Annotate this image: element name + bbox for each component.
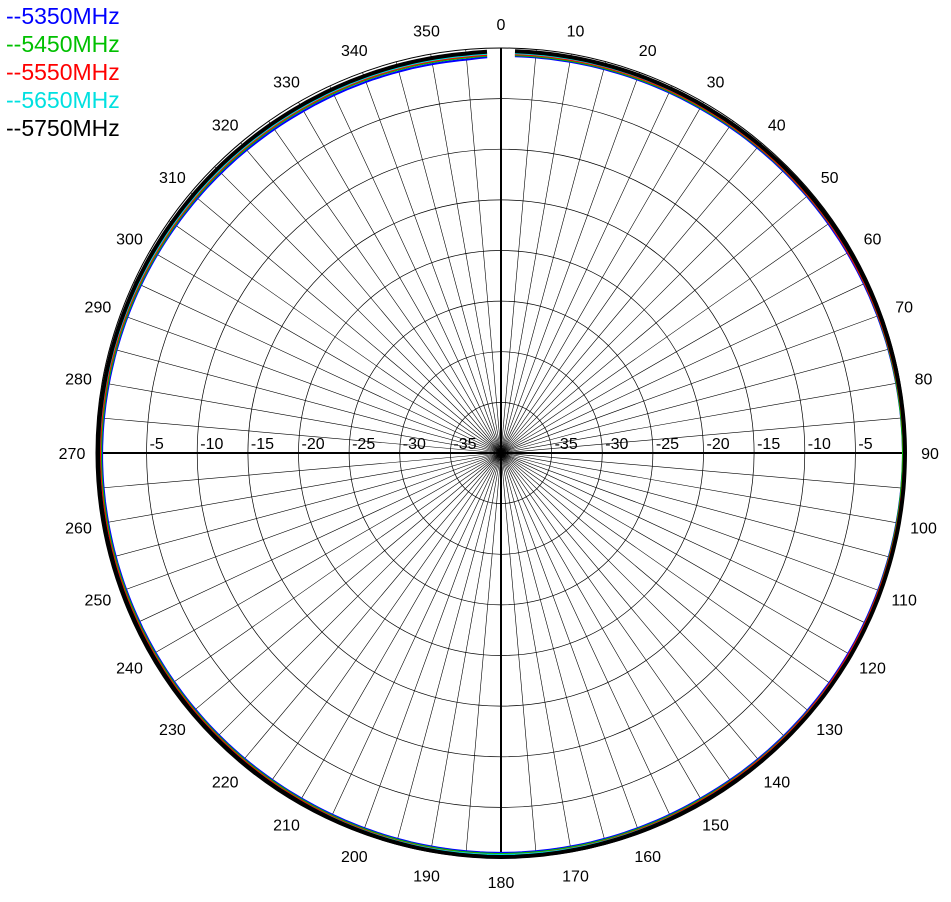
legend-item-5750: --5750MHz <box>6 115 120 141</box>
legend-item-5450: --5450MHz <box>6 31 120 57</box>
angle-tick-label: 230 <box>159 722 186 739</box>
angle-tick-label: 280 <box>65 372 92 389</box>
radial-tick-label-right: -30 <box>605 436 628 453</box>
angle-tick-label: 260 <box>65 521 92 538</box>
angle-tick-label: 330 <box>273 75 300 92</box>
angle-tick-label: 40 <box>768 117 786 134</box>
angle-tick-label: 10 <box>567 24 585 41</box>
angle-tick-label: 140 <box>763 775 790 792</box>
angle-tick-label: 150 <box>702 818 729 835</box>
legend: --5350MHz --5450MHz --5550MHz --5650MHz … <box>6 2 120 142</box>
radial-tick-label-left: -20 <box>302 436 325 453</box>
angle-tick-label: 120 <box>859 661 886 678</box>
angle-tick-label: 70 <box>895 299 913 316</box>
angle-tick-label: 30 <box>707 75 725 92</box>
angle-tick-label: 210 <box>273 818 300 835</box>
angle-tick-label: 190 <box>413 869 440 886</box>
legend-item-5550: --5550MHz <box>6 59 120 85</box>
angle-tick-label: 20 <box>639 43 657 60</box>
angle-tick-label: 110 <box>891 593 917 610</box>
angle-tick-label: 170 <box>562 869 589 886</box>
angle-tick-label: 320 <box>212 117 239 134</box>
radial-tick-label-right: -10 <box>808 436 831 453</box>
angle-tick-label: 240 <box>116 661 143 678</box>
radial-tick-label-left: -25 <box>352 436 375 453</box>
angle-tick-label: 0 <box>497 17 506 34</box>
angle-tick-label: 300 <box>116 232 143 249</box>
radial-tick-label-right: -15 <box>757 436 780 453</box>
angle-tick-label: 250 <box>85 593 112 610</box>
angle-tick-label: 80 <box>915 372 933 389</box>
radial-tick-label-left: -10 <box>200 436 223 453</box>
radial-tick-label-right: -20 <box>707 436 730 453</box>
angle-tick-label: 60 <box>864 232 882 249</box>
radial-tick-label-left: -35 <box>453 436 476 453</box>
angle-tick-label: 200 <box>341 849 368 866</box>
angle-tick-label: 220 <box>212 775 239 792</box>
angle-tick-label: 270 <box>59 446 86 463</box>
angle-tick-label: 50 <box>821 170 839 187</box>
radial-tick-label-right: -5 <box>858 436 872 453</box>
legend-item-5350: --5350MHz <box>6 3 120 29</box>
angle-tick-label: 90 <box>921 446 939 463</box>
series-line-4 <box>95 49 908 860</box>
angle-tick-label: 130 <box>816 722 843 739</box>
radial-tick-label-left: -30 <box>403 436 426 453</box>
radial-tick-label-left: -5 <box>150 436 164 453</box>
angle-tick-label: 340 <box>341 43 368 60</box>
legend-item-5650: --5650MHz <box>6 87 120 113</box>
angle-tick-label: 350 <box>413 24 440 41</box>
angle-tick-label: 310 <box>159 170 186 187</box>
radial-tick-label-right: -35 <box>555 436 578 453</box>
radial-tick-label-right: -25 <box>656 436 679 453</box>
angle-tick-label: 160 <box>634 849 661 866</box>
radial-tick-label-left: -15 <box>251 436 274 453</box>
angle-tick-label: 290 <box>85 299 112 316</box>
angle-tick-label: 100 <box>910 521 937 538</box>
angle-tick-label: 180 <box>488 875 515 892</box>
